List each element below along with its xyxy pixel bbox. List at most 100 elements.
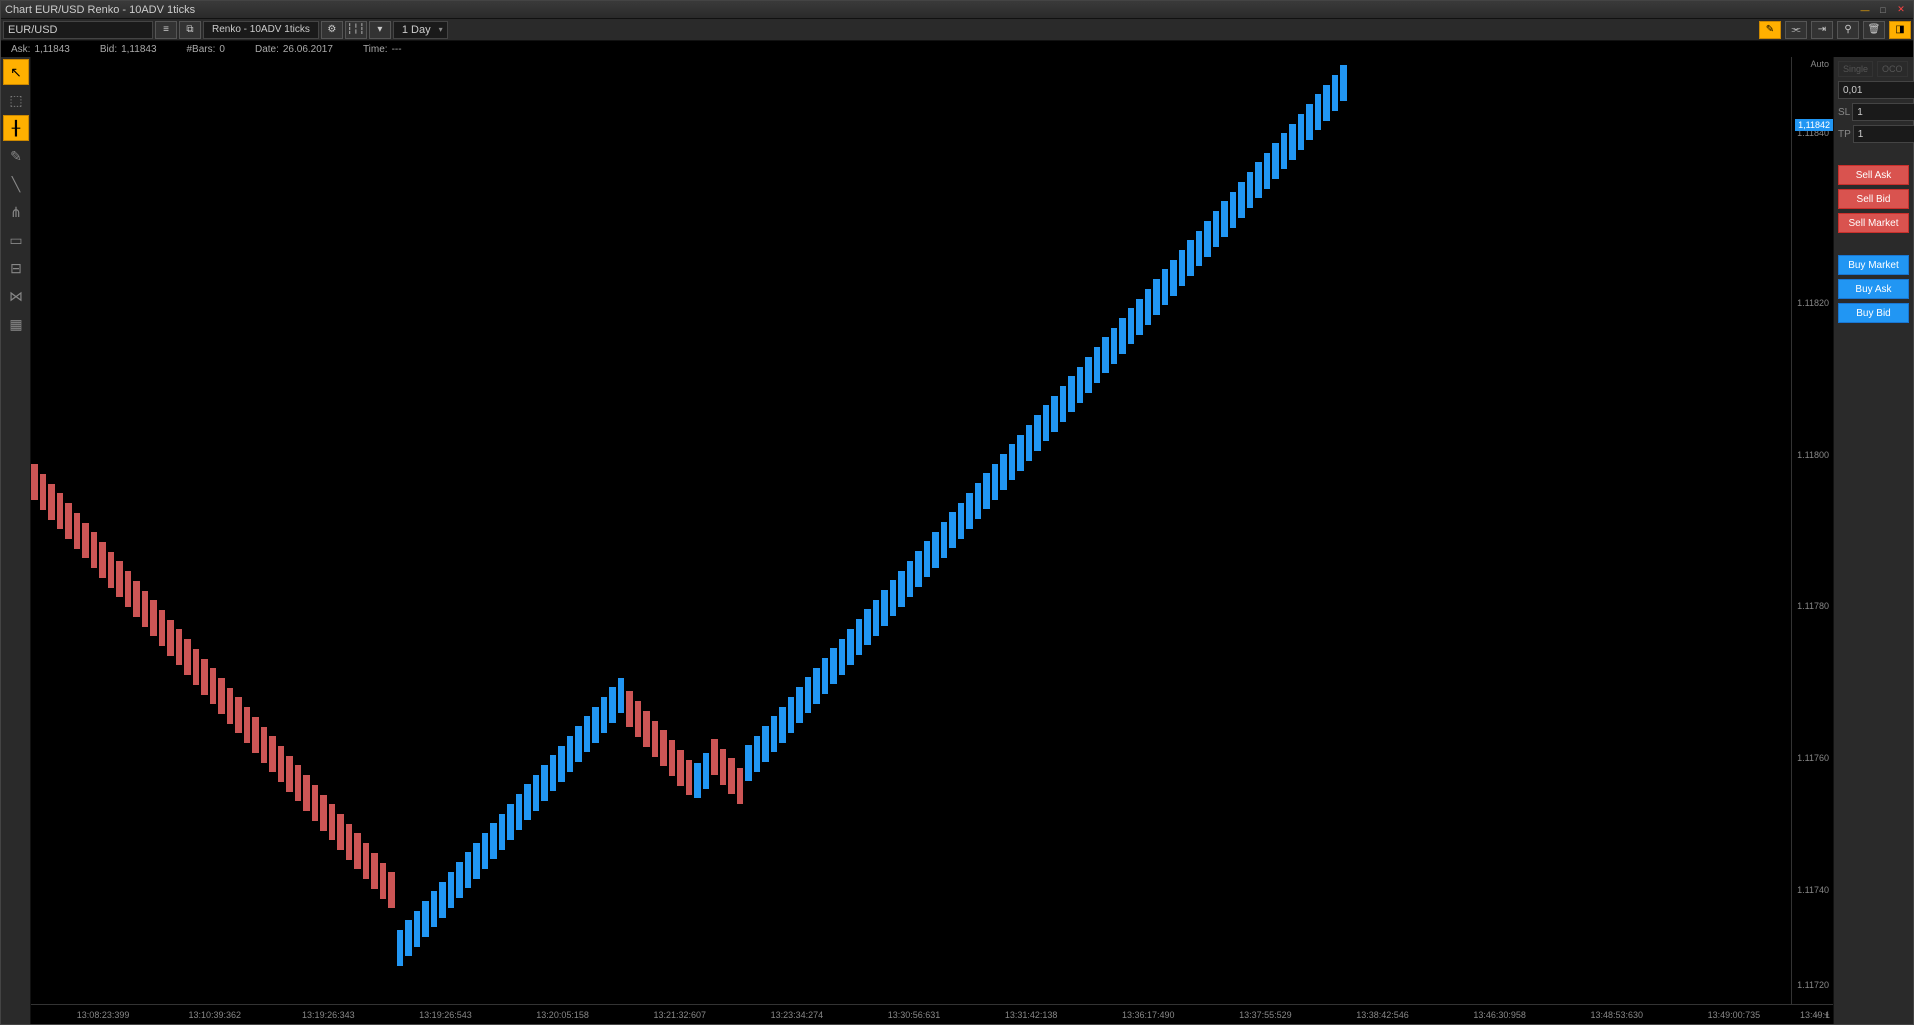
copy-button[interactable]: ⧉ (179, 21, 201, 39)
quantity-input[interactable] (1838, 81, 1914, 99)
renko-brick (65, 503, 72, 539)
renko-brick (754, 736, 761, 772)
renko-brick (1170, 260, 1177, 296)
link-button[interactable]: ⇥ (1811, 21, 1833, 39)
renko-brick (856, 619, 863, 655)
levels-tool[interactable]: ⊟ (3, 255, 29, 281)
renko-brick (261, 727, 268, 763)
sell-bid-button[interactable]: Sell Bid (1838, 189, 1909, 209)
order-panel: Single OCO ▲ ▼ ≡ SL ↻ TP Sell Ask (1833, 57, 1913, 1024)
renko-brick (711, 739, 718, 775)
timeframe-dropdown[interactable]: 1 Day (393, 21, 448, 39)
indicators-button[interactable]: ┆╎┆ (345, 21, 367, 39)
sl-input[interactable] (1852, 103, 1914, 121)
tp-label: TP (1838, 129, 1851, 140)
renko-brick (839, 639, 846, 675)
settings-button[interactable]: ⚙ (321, 21, 343, 39)
renko-brick (1289, 124, 1296, 160)
renko-brick (218, 678, 225, 714)
x-axis-label: 13:08:23:399 (77, 1010, 130, 1020)
renko-brick (1272, 143, 1279, 179)
renko-brick (1102, 337, 1109, 373)
x-axis-label: 13:38:42:546 (1356, 1010, 1409, 1020)
ruler-tool[interactable]: ▦ (3, 311, 29, 337)
delete-button[interactable]: 🗑 (1863, 21, 1885, 39)
brush-tool[interactable]: ✎ (3, 143, 29, 169)
pattern-tool[interactable]: ⋈ (3, 283, 29, 309)
renko-brick (473, 843, 480, 879)
dropdown-button[interactable]: ▾ (369, 21, 391, 39)
renko-brick (1204, 221, 1211, 257)
renko-brick (1077, 367, 1084, 403)
renko-brick (244, 707, 251, 743)
chart-style-button[interactable]: ⫘ (1785, 21, 1807, 39)
renko-brick (1111, 328, 1118, 364)
oco-tab[interactable]: OCO (1877, 61, 1908, 77)
renko-brick (499, 814, 506, 850)
renko-brick (354, 833, 361, 869)
maximize-button[interactable]: □ (1875, 4, 1891, 16)
edit-button[interactable]: ✎ (1759, 21, 1781, 39)
renko-brick (635, 701, 642, 737)
close-button[interactable]: ✕ (1893, 4, 1909, 16)
x-axis[interactable]: − + 13:08:23:39913:10:39:36213:19:26:343… (31, 1004, 1833, 1024)
renko-brick (958, 503, 965, 539)
single-tab[interactable]: Single (1838, 61, 1873, 77)
renko-brick (1051, 396, 1058, 432)
renko-brick (303, 775, 310, 811)
renko-brick (584, 716, 591, 752)
chart-area[interactable] (31, 57, 1791, 1004)
renko-brick (805, 677, 812, 713)
sell-market-button[interactable]: Sell Market (1838, 213, 1909, 233)
shapes-tool[interactable]: ▭ (3, 227, 29, 253)
renko-brick (1119, 318, 1126, 354)
bid-display: Bid: 1,11843 (100, 44, 157, 55)
renko-brick (737, 768, 744, 804)
renko-brick (771, 716, 778, 752)
content-area: ↖ ⬚ ╂ ✎ ╲ ⋔ ▭ ⊟ ⋈ ▦ Auto 1.118401.118201… (1, 57, 1913, 1024)
cursor-tool[interactable]: ↖ (3, 59, 29, 85)
renko-brick (558, 746, 565, 782)
buy-ask-button[interactable]: Buy Ask (1838, 279, 1909, 299)
auto-scale-label[interactable]: Auto (1808, 57, 1831, 71)
panel-button[interactable]: ◨ (1889, 21, 1911, 39)
buy-market-button[interactable]: Buy Market (1838, 255, 1909, 275)
renko-brick (1323, 85, 1330, 121)
renko-brick (371, 853, 378, 889)
x-axis-label: 13:30:56:631 (888, 1010, 941, 1020)
renko-brick (1247, 172, 1254, 208)
pitchfork-tool[interactable]: ⋔ (3, 199, 29, 225)
renko-brick (949, 512, 956, 548)
line-tool[interactable]: ╲ (3, 171, 29, 197)
renko-brick (847, 629, 854, 665)
y-axis[interactable]: Auto 1.118401.118201.118001.117801.11760… (1791, 57, 1833, 1004)
drawing-toolbar: ↖ ⬚ ╂ ✎ ╲ ⋔ ▭ ⊟ ⋈ ▦ (1, 57, 31, 1024)
y-axis-label: 1.11740 (1797, 885, 1829, 895)
current-price-tag: 1,11842 (1795, 119, 1833, 131)
crosshair-tool[interactable]: ╂ (3, 115, 29, 141)
renko-brick (320, 795, 327, 831)
renko-brick (975, 483, 982, 519)
sell-ask-button[interactable]: Sell Ask (1838, 165, 1909, 185)
renko-brick (643, 711, 650, 747)
symbol-input[interactable] (3, 21, 153, 39)
renko-brick (1306, 104, 1313, 140)
renko-brick (405, 920, 412, 956)
window-title: Chart EUR/USD Renko - 10ADV 1ticks (5, 4, 1857, 16)
search-button[interactable]: ⚲ (1837, 21, 1859, 39)
renko-brick (626, 691, 633, 727)
symbol-list-button[interactable]: ≡ (155, 21, 177, 39)
renko-brick (48, 484, 55, 520)
x-axis-label: 13:20:05:158 (536, 1010, 589, 1020)
minimize-button[interactable]: — (1857, 4, 1873, 16)
renko-brick (864, 609, 871, 645)
renko-brick (431, 891, 438, 927)
renko-brick (915, 551, 922, 587)
x-axis-label: 13:19:26:343 (302, 1010, 355, 1020)
select-tool[interactable]: ⬚ (3, 87, 29, 113)
renko-brick (1264, 153, 1271, 189)
renko-brick (269, 736, 276, 772)
buy-bid-button[interactable]: Buy Bid (1838, 303, 1909, 323)
tp-input[interactable] (1853, 125, 1914, 143)
renko-brick (1094, 347, 1101, 383)
